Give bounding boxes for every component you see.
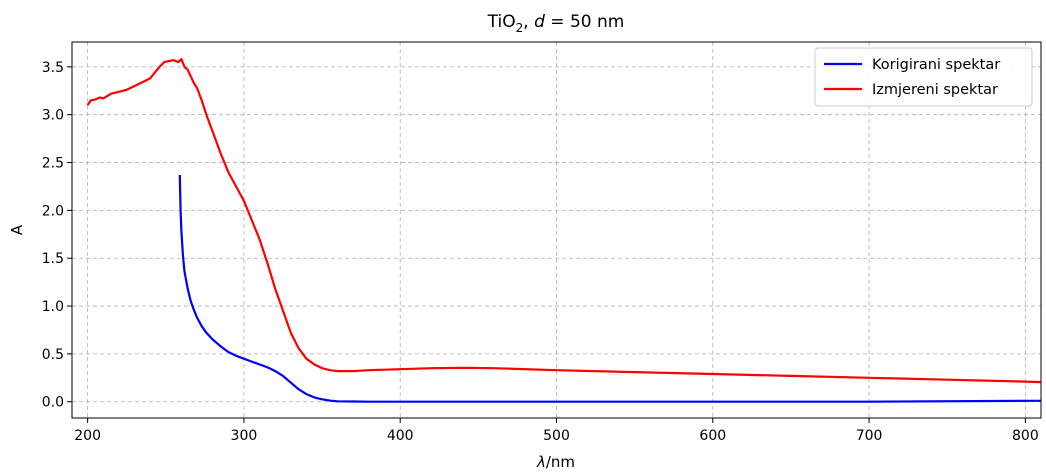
series-line-izmjereni <box>86 58 1041 384</box>
legend-label-korigirani: Korigirani spektar <box>872 57 1000 73</box>
series-lines <box>86 58 1041 403</box>
legend-label-izmjereni: Izmjereni spektar <box>872 82 998 98</box>
x-tick-label: 600 <box>699 428 726 444</box>
y-tick-label: 2.5 <box>42 156 64 172</box>
legend-box <box>814 47 1033 107</box>
title-variable: d <box>534 12 545 32</box>
x-tick-label: 500 <box>543 428 570 444</box>
y-axis-label: A <box>8 224 26 235</box>
y-tick-label: 2.0 <box>42 203 64 219</box>
x-axis-label-symbol: λ <box>536 453 546 471</box>
x-tick-label: 200 <box>74 428 101 444</box>
title-main: TiO <box>487 12 516 32</box>
x-axis-ticks: 200 300 400 500 600 700 800 <box>74 418 1039 444</box>
series-line-korigirani <box>178 174 1041 403</box>
y-tick-label: 0.5 <box>42 347 64 363</box>
y-axis-ticks: 0.0 0.5 1.0 1.5 2.0 2.5 3.0 3.5 <box>42 60 72 411</box>
title-rest-prefix: , <box>523 12 534 32</box>
title-rest: = 50 nm <box>545 12 624 32</box>
title-subscript: 2 <box>516 21 524 35</box>
y-tick-label: 1.0 <box>42 299 64 315</box>
x-tick-label: 700 <box>856 428 883 444</box>
legend: Korigirani spektar Izmjereni spektar <box>814 47 1033 107</box>
x-tick-label: 800 <box>1012 428 1039 444</box>
y-tick-label: 1.5 <box>42 251 64 267</box>
y-tick-label: 0.0 <box>42 395 64 411</box>
y-tick-label: 3.0 <box>42 108 64 124</box>
x-axis-label-unit: /nm <box>546 453 575 471</box>
x-tick-label: 300 <box>231 428 258 444</box>
x-tick-label: 400 <box>387 428 414 444</box>
x-axis-label: λ/nm <box>536 453 575 471</box>
chart-title: TiO2, d = 50 nm <box>487 12 625 35</box>
y-tick-label: 3.5 <box>42 60 64 76</box>
